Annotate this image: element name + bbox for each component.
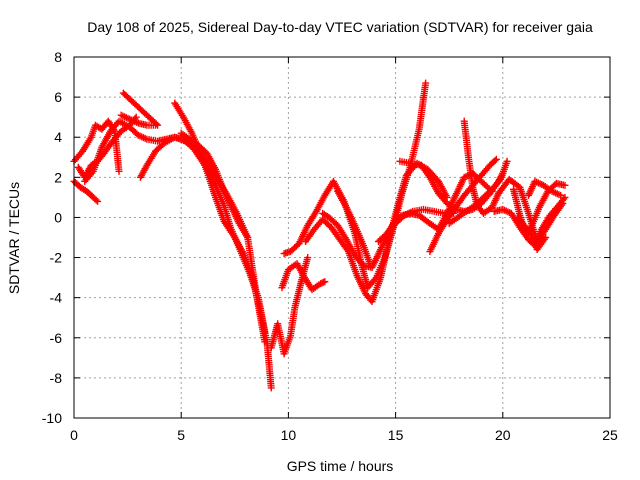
y-tick-label: -8 <box>50 370 63 386</box>
data-point <box>422 79 430 87</box>
series-arc-20 <box>445 157 511 227</box>
x-tick-label: 20 <box>495 427 511 443</box>
data-point <box>115 167 123 175</box>
data-point <box>321 278 329 286</box>
data-point <box>151 121 159 129</box>
y-tick-label: 6 <box>54 89 62 105</box>
x-tick-label: 10 <box>281 427 297 443</box>
y-axis-label: SDTVAR / TECUs <box>6 182 22 294</box>
series-arc-14 <box>319 209 393 272</box>
data-point <box>492 155 500 163</box>
y-tick-label: -6 <box>50 330 63 346</box>
series-arc-5 <box>119 89 162 129</box>
data-point <box>560 195 568 203</box>
data-point <box>94 197 102 205</box>
y-tick-label: -10 <box>42 410 62 426</box>
data-point <box>561 193 569 201</box>
axis-ticks: 0 5 10 15 20 25 -10 -8 -6 -4 -2 0 2 4 6 8 <box>42 49 618 443</box>
x-tick-label: 15 <box>388 427 404 443</box>
y-tick-label: -2 <box>50 250 63 266</box>
y-tick-label: 2 <box>54 169 62 185</box>
chart-title: Day 108 of 2025, Sidereal Day-to-day VTE… <box>87 19 593 35</box>
y-tick-label: -4 <box>50 290 63 306</box>
y-tick-label: 0 <box>54 209 62 225</box>
x-tick-label: 5 <box>177 427 185 443</box>
data-point <box>561 181 569 189</box>
data-point <box>557 191 565 199</box>
data-point <box>525 228 533 236</box>
data-point <box>304 254 312 262</box>
data-point <box>542 234 550 241</box>
series-arc-8 <box>171 99 275 392</box>
y-tick-label: 4 <box>54 129 62 145</box>
series-arc-2 <box>70 177 102 205</box>
data-point <box>244 234 252 241</box>
y-tick-label: 8 <box>54 49 62 65</box>
data-point <box>267 384 275 392</box>
series-arc-25 <box>514 213 550 254</box>
x-tick-label: 0 <box>70 427 78 443</box>
series-arc-9 <box>177 129 252 241</box>
x-tick-label: 25 <box>602 427 618 443</box>
series-arc-4 <box>81 117 269 346</box>
series-arc-15 <box>334 187 374 268</box>
series-arc-24 <box>525 177 565 199</box>
plot-frame <box>73 56 611 419</box>
data-point <box>92 196 100 204</box>
series-arc-19 <box>426 155 500 256</box>
series-arc-6 <box>117 111 159 129</box>
data-point <box>503 157 511 165</box>
data-point <box>366 260 374 268</box>
data-point <box>491 156 499 164</box>
series-arc-11 <box>278 260 329 294</box>
series-arc-10 <box>267 254 312 358</box>
data-points <box>70 79 569 392</box>
x-axis-label: GPS time / hours <box>287 458 394 474</box>
